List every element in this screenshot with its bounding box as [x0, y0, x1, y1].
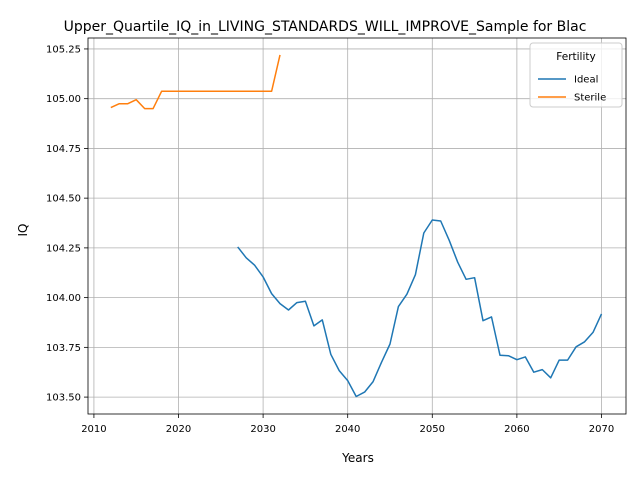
x-axis-ticks: 2010 2020 2030 2040 2050 2060 2070: [81, 414, 614, 435]
legend-box: [529, 42, 623, 108]
grid: [88, 38, 626, 414]
chart-title: Upper_Quartile_IQ_in_LIVING_STANDARDS_WI…: [64, 19, 587, 35]
x-tick-label: 2050: [420, 424, 445, 435]
x-tick-label: 2010: [81, 424, 106, 435]
y-tick-label: 105.00: [46, 94, 81, 105]
x-tick-label: 2060: [504, 424, 529, 435]
series-lines: [110, 54, 603, 398]
y-tick-label: 104.75: [46, 144, 81, 155]
y-axis-label: IQ: [16, 224, 30, 237]
y-tick-label: 105.25: [46, 44, 81, 55]
y-tick-label: 104.50: [46, 194, 81, 205]
series-line-sterile: [110, 54, 281, 110]
plot-frame: [87, 37, 627, 415]
series-line-ideal: [237, 219, 603, 398]
x-tick-label: 2020: [166, 424, 191, 435]
x-axis-label: Years: [341, 451, 374, 465]
y-tick-label: 103.75: [46, 343, 81, 354]
legend-label-sterile: Sterile: [574, 93, 606, 104]
x-tick-label: 2030: [250, 424, 275, 435]
legend-title: Fertility: [556, 51, 595, 63]
y-tick-label: 103.50: [46, 393, 81, 404]
legend: Fertility Ideal Sterile: [529, 42, 623, 108]
y-tick-label: 104.00: [46, 293, 81, 304]
y-axis-ticks: 103.50 103.75 104.00 104.25 104.50 104.75 105.…: [46, 44, 88, 404]
y-tick-label: 104.25: [46, 243, 81, 254]
legend-label-ideal: Ideal: [574, 75, 598, 86]
x-tick-label: 2070: [589, 424, 614, 435]
x-tick-label: 2040: [335, 424, 360, 435]
